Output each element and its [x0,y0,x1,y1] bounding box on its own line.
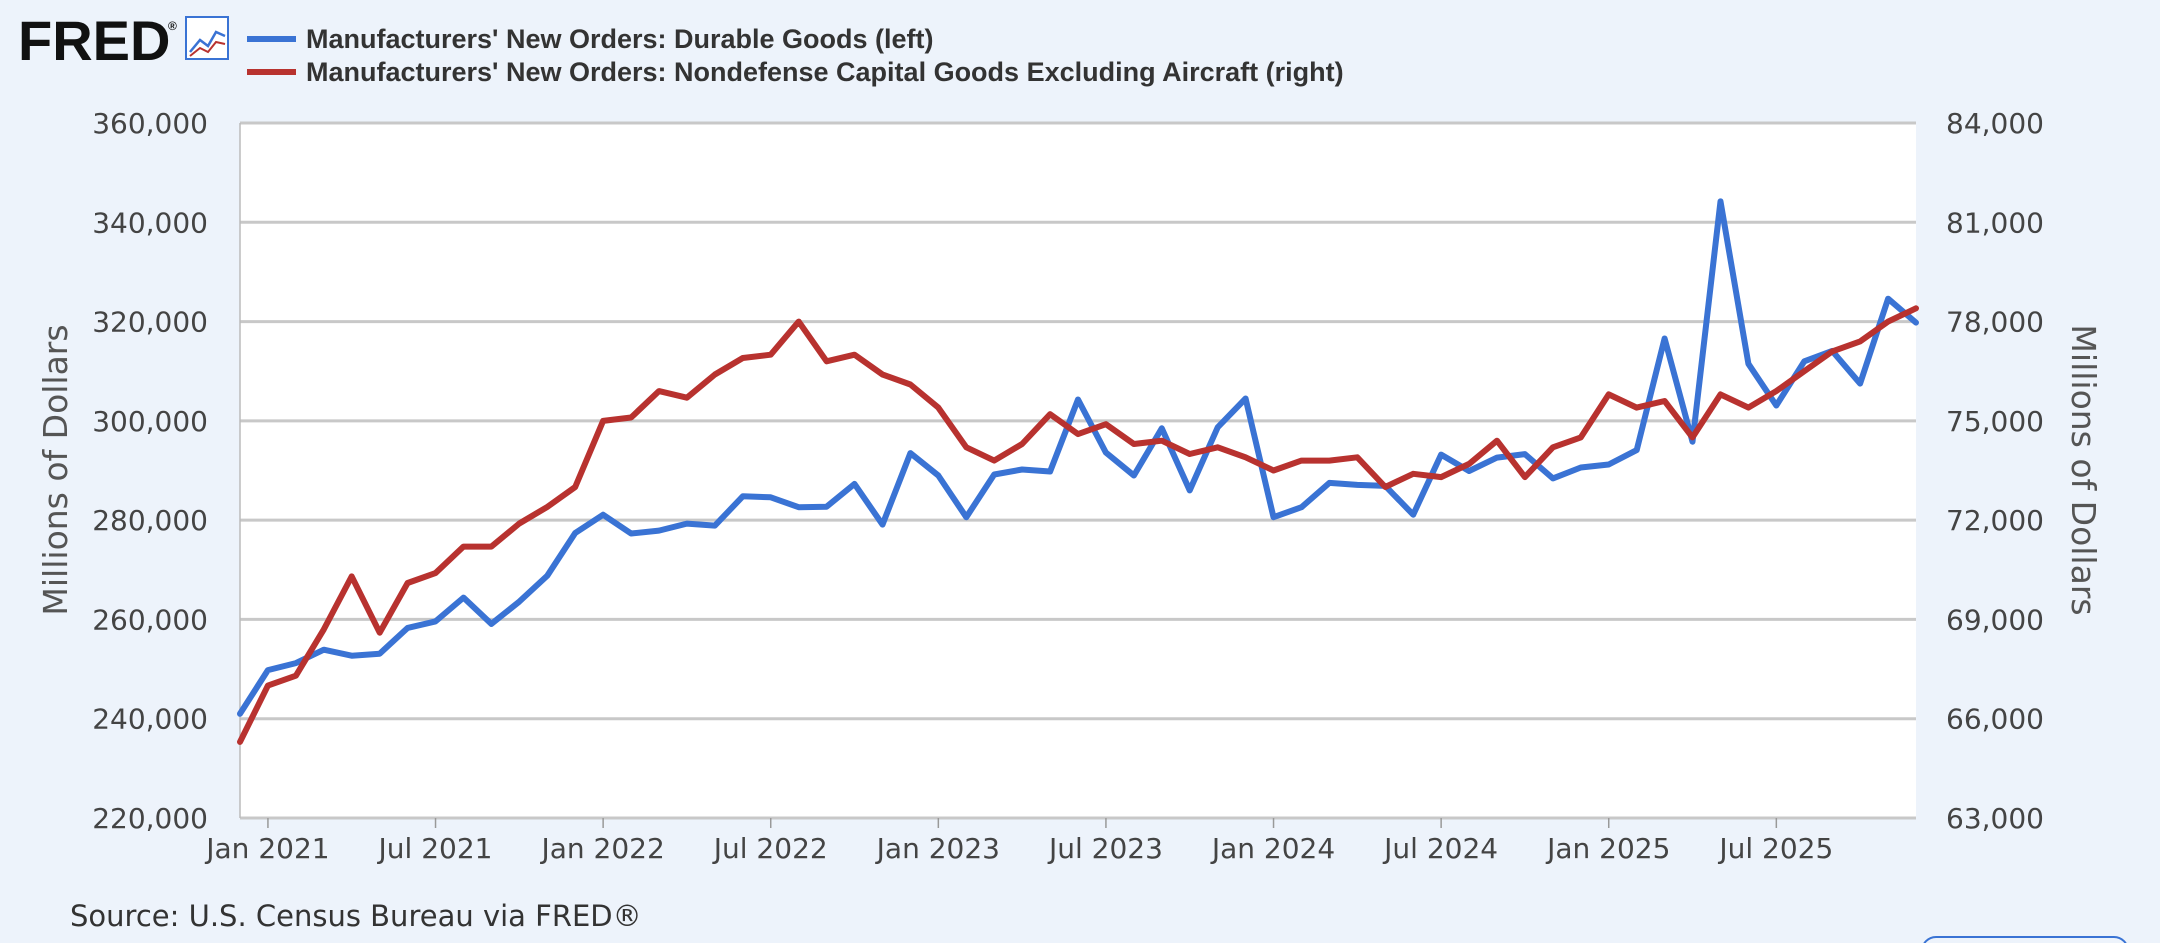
right-tick-label: 81,000 [1946,206,2044,239]
right-axis-title: Millions of Dollars [2064,324,2103,615]
line-chart-icon [185,16,229,60]
x-tick-label: Jan 2022 [539,832,664,865]
legend: Manufacturers' New Orders: Durable Goods… [247,24,1344,87]
right-tick-label: 78,000 [1946,306,2044,339]
corner-button[interactable] [1922,936,2128,943]
right-tick-label: 69,000 [1946,603,2044,636]
right-tick-label: 72,000 [1946,504,2044,537]
left-tick-label: 340,000 [92,206,208,239]
logo-text: FRED [18,9,170,72]
x-tick-label: Jan 2024 [1210,832,1335,865]
left-tick-label: 300,000 [92,405,208,438]
left-tick-label: 240,000 [92,703,208,736]
right-tick-label: 75,000 [1946,405,2044,438]
series-line-capital-goods[interactable] [237,305,1919,745]
left-axis-title: Millions of Dollars [36,324,75,615]
legend-label-durable-goods: Manufacturers' New Orders: Durable Goods… [306,24,934,54]
x-tick-label: Jan 2023 [875,832,1000,865]
left-tick-label: 320,000 [92,306,208,339]
x-tick-label: Jul 2024 [1382,832,1498,865]
right-tick-label: 84,000 [1946,107,2044,140]
x-tick-label: Jul 2021 [377,832,493,865]
x-tick-label: Jan 2021 [204,832,329,865]
legend-label-capital-goods: Manufacturers' New Orders: Nondefense Ca… [306,57,1344,87]
x-tick-label: Jul 2023 [1047,832,1163,865]
legend-item-durable-goods[interactable]: Manufacturers' New Orders: Durable Goods… [247,24,934,54]
plot-area [240,123,1916,818]
left-tick-label: 360,000 [92,107,208,140]
series-lines [237,198,1919,745]
source-note: Source: U.S. Census Bureau via FRED® [70,899,642,933]
left-tick-label: 220,000 [92,802,208,835]
fred-logo[interactable]: FRED ® [18,9,229,72]
series-line-durable-goods[interactable] [237,198,1919,717]
x-tick-label: Jul 2025 [1717,832,1833,865]
right-tick-label: 66,000 [1946,703,2044,736]
right-axis-ticks: 63,000 66,000 69,000 72,000 75,000 78,000 81,0… [1946,107,2044,835]
left-tick-label: 280,000 [92,504,208,537]
right-tick-label: 63,000 [1946,802,2044,835]
x-axis-ticks: Jan 2021 Jul 2021 Jan 2022 Jul 2022 Jan 2023… [204,818,1833,865]
registered-mark: ® [168,19,177,33]
left-axis-ticks: 220,000 240,000 260,000 280,000 300,000 320,0… [92,107,208,835]
x-tick-label: Jan 2025 [1545,832,1670,865]
x-tick-label: Jul 2022 [712,832,828,865]
left-tick-label: 260,000 [92,603,208,636]
legend-item-capital-goods[interactable]: Manufacturers' New Orders: Nondefense Ca… [247,57,1344,87]
